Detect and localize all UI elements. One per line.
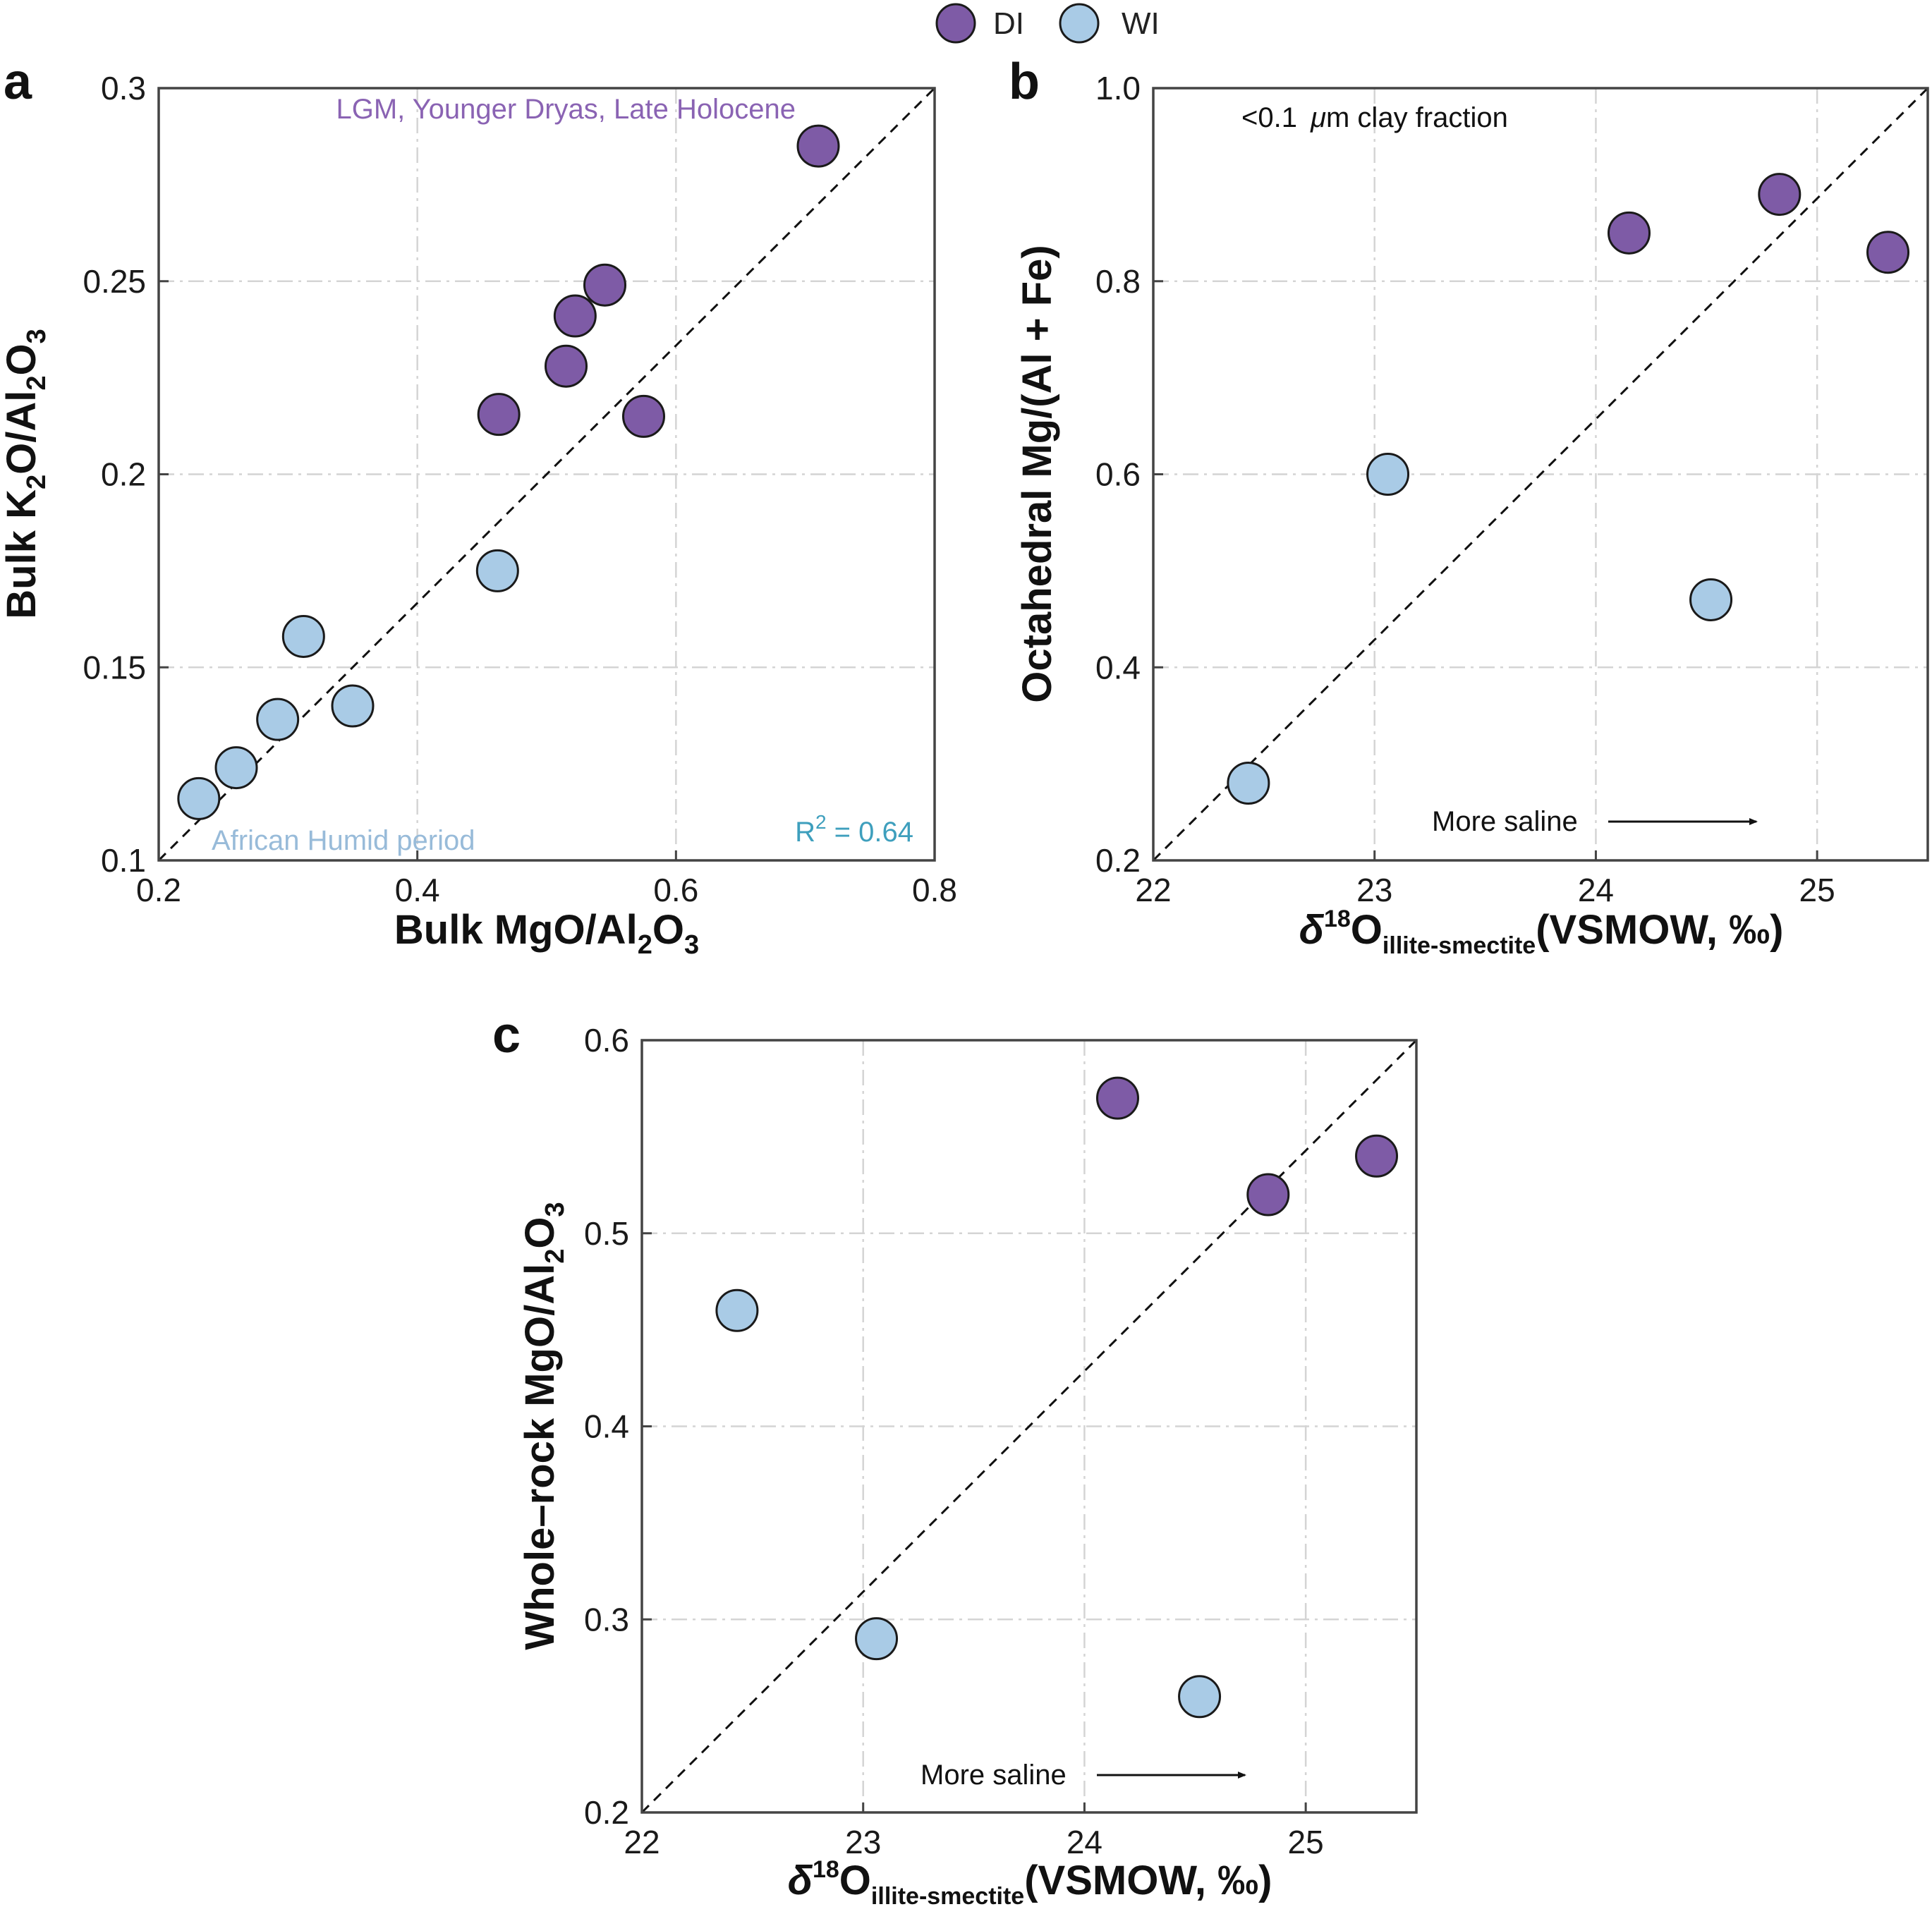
annotation-r2: R2 = 0.64: [795, 811, 913, 848]
data-point-di: [545, 344, 588, 388]
y-tick-label: 0.2: [1095, 842, 1141, 879]
data-point-wi: [855, 1617, 899, 1661]
data-point-wi: [1178, 1675, 1222, 1719]
data-point-wi: [214, 746, 258, 790]
x-axis-label-c: δ18Oillite-smectite(VSMOW, ‰): [788, 1856, 1272, 1910]
data-point-wi: [331, 684, 375, 728]
x-tick-label: 0.6: [653, 872, 698, 908]
y-tick-label: 0.8: [1095, 263, 1141, 300]
y-tick-label: 0.6: [1095, 456, 1141, 493]
y-tick-label: 0.3: [584, 1601, 629, 1638]
x-tick-label: 25: [1799, 872, 1835, 908]
y-tick-label: 0.5: [584, 1215, 629, 1252]
x-tick-label: 0.4: [395, 872, 440, 908]
y-tick-label: 0.2: [101, 456, 146, 493]
y-axis-label-a: Bulk K2O/Al2O3: [0, 329, 51, 618]
points-a: [177, 124, 840, 820]
x-axis-label-b: δ18Oillite-smectite(VSMOW, ‰): [1299, 906, 1784, 959]
panel-letter-a: a: [4, 54, 32, 110]
x-tick-label: 0.8: [912, 872, 957, 908]
annotation-more-saline-c: More saline: [921, 1760, 1067, 1791]
data-point-di: [1246, 1173, 1290, 1217]
legend-marker-wi: [1059, 3, 1100, 44]
panel-b: b 22 23 24 25 0.2 0.4 0.6 0.8 1.0 <0.1 μm clay f…: [1009, 54, 1929, 959]
annotation-clay-fraction: <0.1 μm clay fraction: [1241, 102, 1508, 133]
points-c: [715, 1076, 1399, 1719]
y-tick-label: 0.1: [101, 842, 146, 879]
legend-label-wi: WI: [1122, 6, 1160, 41]
x-tick-label: 23: [1356, 872, 1392, 908]
x-tick-label: 23: [845, 1824, 881, 1860]
annotation-more-saline-b: More saline: [1432, 806, 1578, 837]
data-point-di: [1607, 211, 1651, 255]
legend: DI WI: [935, 3, 1160, 44]
legend-label-di: DI: [993, 6, 1024, 41]
data-point-wi: [256, 697, 300, 741]
data-point-di: [1355, 1134, 1399, 1178]
grid-c: [642, 1040, 1416, 1812]
y-tick-label: 0.25: [83, 263, 146, 300]
y-axis-label-b: Octahedral Mg/(Al + Fe): [1014, 245, 1060, 702]
x-tick-label: 25: [1288, 1824, 1324, 1860]
data-point-wi: [475, 549, 519, 592]
y-axis-label-c: Whole–rock MgO/Al2O3: [517, 1202, 570, 1650]
ticks-c: 22 23 24 25 0.2 0.3 0.4 0.5 0.6: [584, 1022, 1324, 1860]
legend-marker-di: [935, 3, 976, 44]
x-tick-label: 24: [1067, 1824, 1102, 1860]
y-tick-label: 0.4: [1095, 649, 1141, 685]
diagonal-line-a: [157, 87, 936, 862]
x-tick-label: 22: [1135, 872, 1171, 908]
diagonal-line-c: [640, 1039, 1418, 1814]
data-point-di: [1866, 231, 1910, 274]
data-point-di: [1758, 173, 1802, 217]
y-tick-label: 0.4: [584, 1408, 629, 1445]
data-point-di: [796, 124, 840, 168]
annotation-di-period: LGM, Younger Dryas, Late Holocene: [336, 94, 796, 125]
ticks-b: 22 23 24 25 0.2 0.4 0.6 0.8 1.0: [1095, 70, 1835, 908]
data-point-wi: [281, 614, 325, 658]
data-point-wi: [1227, 762, 1270, 805]
points-b: [1227, 173, 1910, 805]
data-point-wi: [1366, 453, 1410, 496]
y-tick-label: 0.3: [101, 70, 146, 106]
panel-a: a 0.2 0.4 0.6 0.8 0.1 0.15 0.2 0.25 0.3 LGM, You…: [0, 54, 957, 960]
diagonal-line-b: [1152, 87, 1929, 862]
data-point-wi: [177, 776, 221, 820]
data-point-di: [553, 294, 597, 338]
data-point-di: [477, 393, 521, 437]
ticks-a: 0.2 0.4 0.6 0.8 0.1 0.15 0.2 0.25 0.3: [83, 70, 957, 908]
data-point-wi: [715, 1288, 759, 1332]
x-tick-label: 0.2: [136, 872, 181, 908]
x-tick-label: 24: [1578, 872, 1614, 908]
y-tick-label: 1.0: [1095, 70, 1141, 106]
x-axis-label-a: Bulk MgO/Al2O3: [394, 907, 699, 960]
data-point-di: [622, 394, 665, 438]
data-point-di: [583, 263, 626, 307]
x-tick-label: 22: [624, 1824, 660, 1860]
data-point-di: [1095, 1076, 1139, 1120]
y-tick-label: 0.6: [584, 1022, 629, 1059]
annotation-wi-period: African Humid period: [212, 825, 475, 856]
panel-c: c 22 23 24 25 0.2 0.3 0.4 0.5 0.6 More saline δ1…: [492, 1007, 1418, 1910]
y-tick-label: 0.2: [584, 1794, 629, 1831]
y-tick-label: 0.15: [83, 649, 146, 685]
panel-letter-b: b: [1009, 54, 1040, 110]
panel-letter-c: c: [492, 1007, 521, 1063]
data-point-wi: [1689, 578, 1733, 621]
